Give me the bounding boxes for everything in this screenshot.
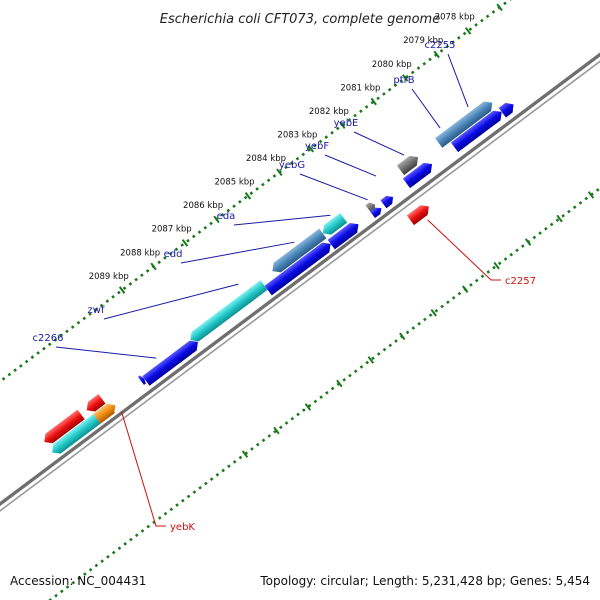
gene-cds (190, 280, 268, 342)
callout-line (411, 88, 441, 129)
gene-cds (322, 213, 348, 235)
gene-label-yebF: yebF (305, 141, 329, 152)
tick-dot-row (0, 0, 512, 384)
kbp-tick (464, 27, 472, 35)
gene-label-edd: edd (164, 249, 183, 260)
kbp-tick-label: 2081 kbp (340, 83, 380, 93)
map-title: Escherichia coli CFT073, complete genome (160, 12, 440, 27)
kbp-tick (304, 403, 312, 411)
genome-backbone (0, 52, 600, 512)
gene-cds (327, 223, 359, 250)
kbp-tick (556, 214, 563, 223)
callout-line (447, 53, 469, 108)
gene-cds (93, 403, 116, 424)
kbp-tick-label: 2079 kbp (403, 36, 443, 46)
gene-label-ptrB: ptrB (393, 75, 414, 86)
gene-cds (264, 242, 331, 296)
gene-label-yebK: yebK (170, 522, 195, 533)
kbp-tick (273, 426, 280, 435)
gene-label-c2257: c2257 (505, 276, 536, 287)
kbp-tick (399, 332, 406, 341)
topology-text: Topology: circular; Length: 5,231,428 bp… (260, 574, 590, 588)
kbp-tick (307, 144, 315, 153)
gene-cds (44, 409, 85, 444)
gene-label-eda: eda (217, 211, 236, 222)
gene-features (44, 101, 514, 454)
callout-line (121, 411, 166, 527)
kbp-tick (241, 450, 249, 458)
kbp-tick (462, 285, 469, 294)
gene-cds (406, 205, 429, 226)
kbp-tick (181, 239, 189, 247)
kbp-tick (336, 379, 343, 388)
gene-label-yebE: yebE (334, 118, 359, 129)
kbp-tick-label: 2083 kbp (277, 130, 317, 140)
kbp-tick (150, 262, 157, 271)
callout-line (55, 346, 157, 359)
gene-label-c2255: c2255 (425, 40, 456, 51)
gene-cds (142, 340, 198, 386)
kbp-tick-label: 2087 kbp (152, 225, 192, 235)
kbp-tick (276, 168, 283, 177)
gene-label-zwf: zwf (88, 305, 105, 316)
backbone-line (0, 60, 600, 512)
accession-text: Accession: NC_004431 (10, 574, 147, 588)
callout-line (233, 214, 331, 226)
callout-line (324, 154, 377, 177)
kbp-tick (587, 191, 595, 199)
kbp-tick (430, 308, 437, 317)
kbp-tick (402, 74, 409, 82)
gene-cds (450, 110, 502, 153)
kbp-tick-label: 2086 kbp (183, 201, 223, 211)
callout-line (103, 283, 239, 320)
gene-cds (86, 394, 106, 412)
kbp-tick (433, 50, 440, 59)
gene-label-c2266: c2266 (33, 333, 64, 344)
kbp-tick-label: 2089 kbp (89, 272, 129, 282)
gene-cds (380, 195, 394, 209)
kbp-tick (118, 286, 126, 294)
kbp-tick-label: 2088 kbp (120, 248, 160, 258)
kbp-tick-label: 2080 kbp (372, 60, 412, 70)
kbp-tick (370, 97, 377, 106)
kbp-tick (213, 215, 220, 224)
kbp-tick (496, 3, 503, 12)
callout-line (299, 173, 368, 201)
gene-cds (498, 102, 514, 118)
kbp-tick-label: 2084 kbp (246, 154, 286, 164)
kbp-tick-label: 2082 kbp (309, 107, 349, 117)
kbp-tick-label: 2085 kbp (215, 178, 255, 188)
kbp-tick-label: 2078 kbp (435, 13, 475, 23)
gene-cds (402, 162, 433, 189)
backbone-line (0, 52, 600, 507)
kbp-tick (367, 356, 375, 364)
gene-label-yebG: yebG (279, 160, 305, 171)
gene-cds (435, 101, 493, 148)
callout-line (353, 131, 405, 156)
callout-line (427, 219, 501, 281)
kbp-tick (244, 192, 252, 200)
callout-line (180, 241, 295, 264)
kbp-tick (524, 238, 532, 246)
kbp-tick (339, 121, 346, 129)
gene-cds (272, 228, 327, 273)
gene-cds (137, 375, 146, 385)
kbp-tick (493, 261, 500, 270)
gene-cds (370, 207, 382, 219)
tick-dot-row (48, 186, 600, 600)
gene-cds (396, 155, 419, 176)
